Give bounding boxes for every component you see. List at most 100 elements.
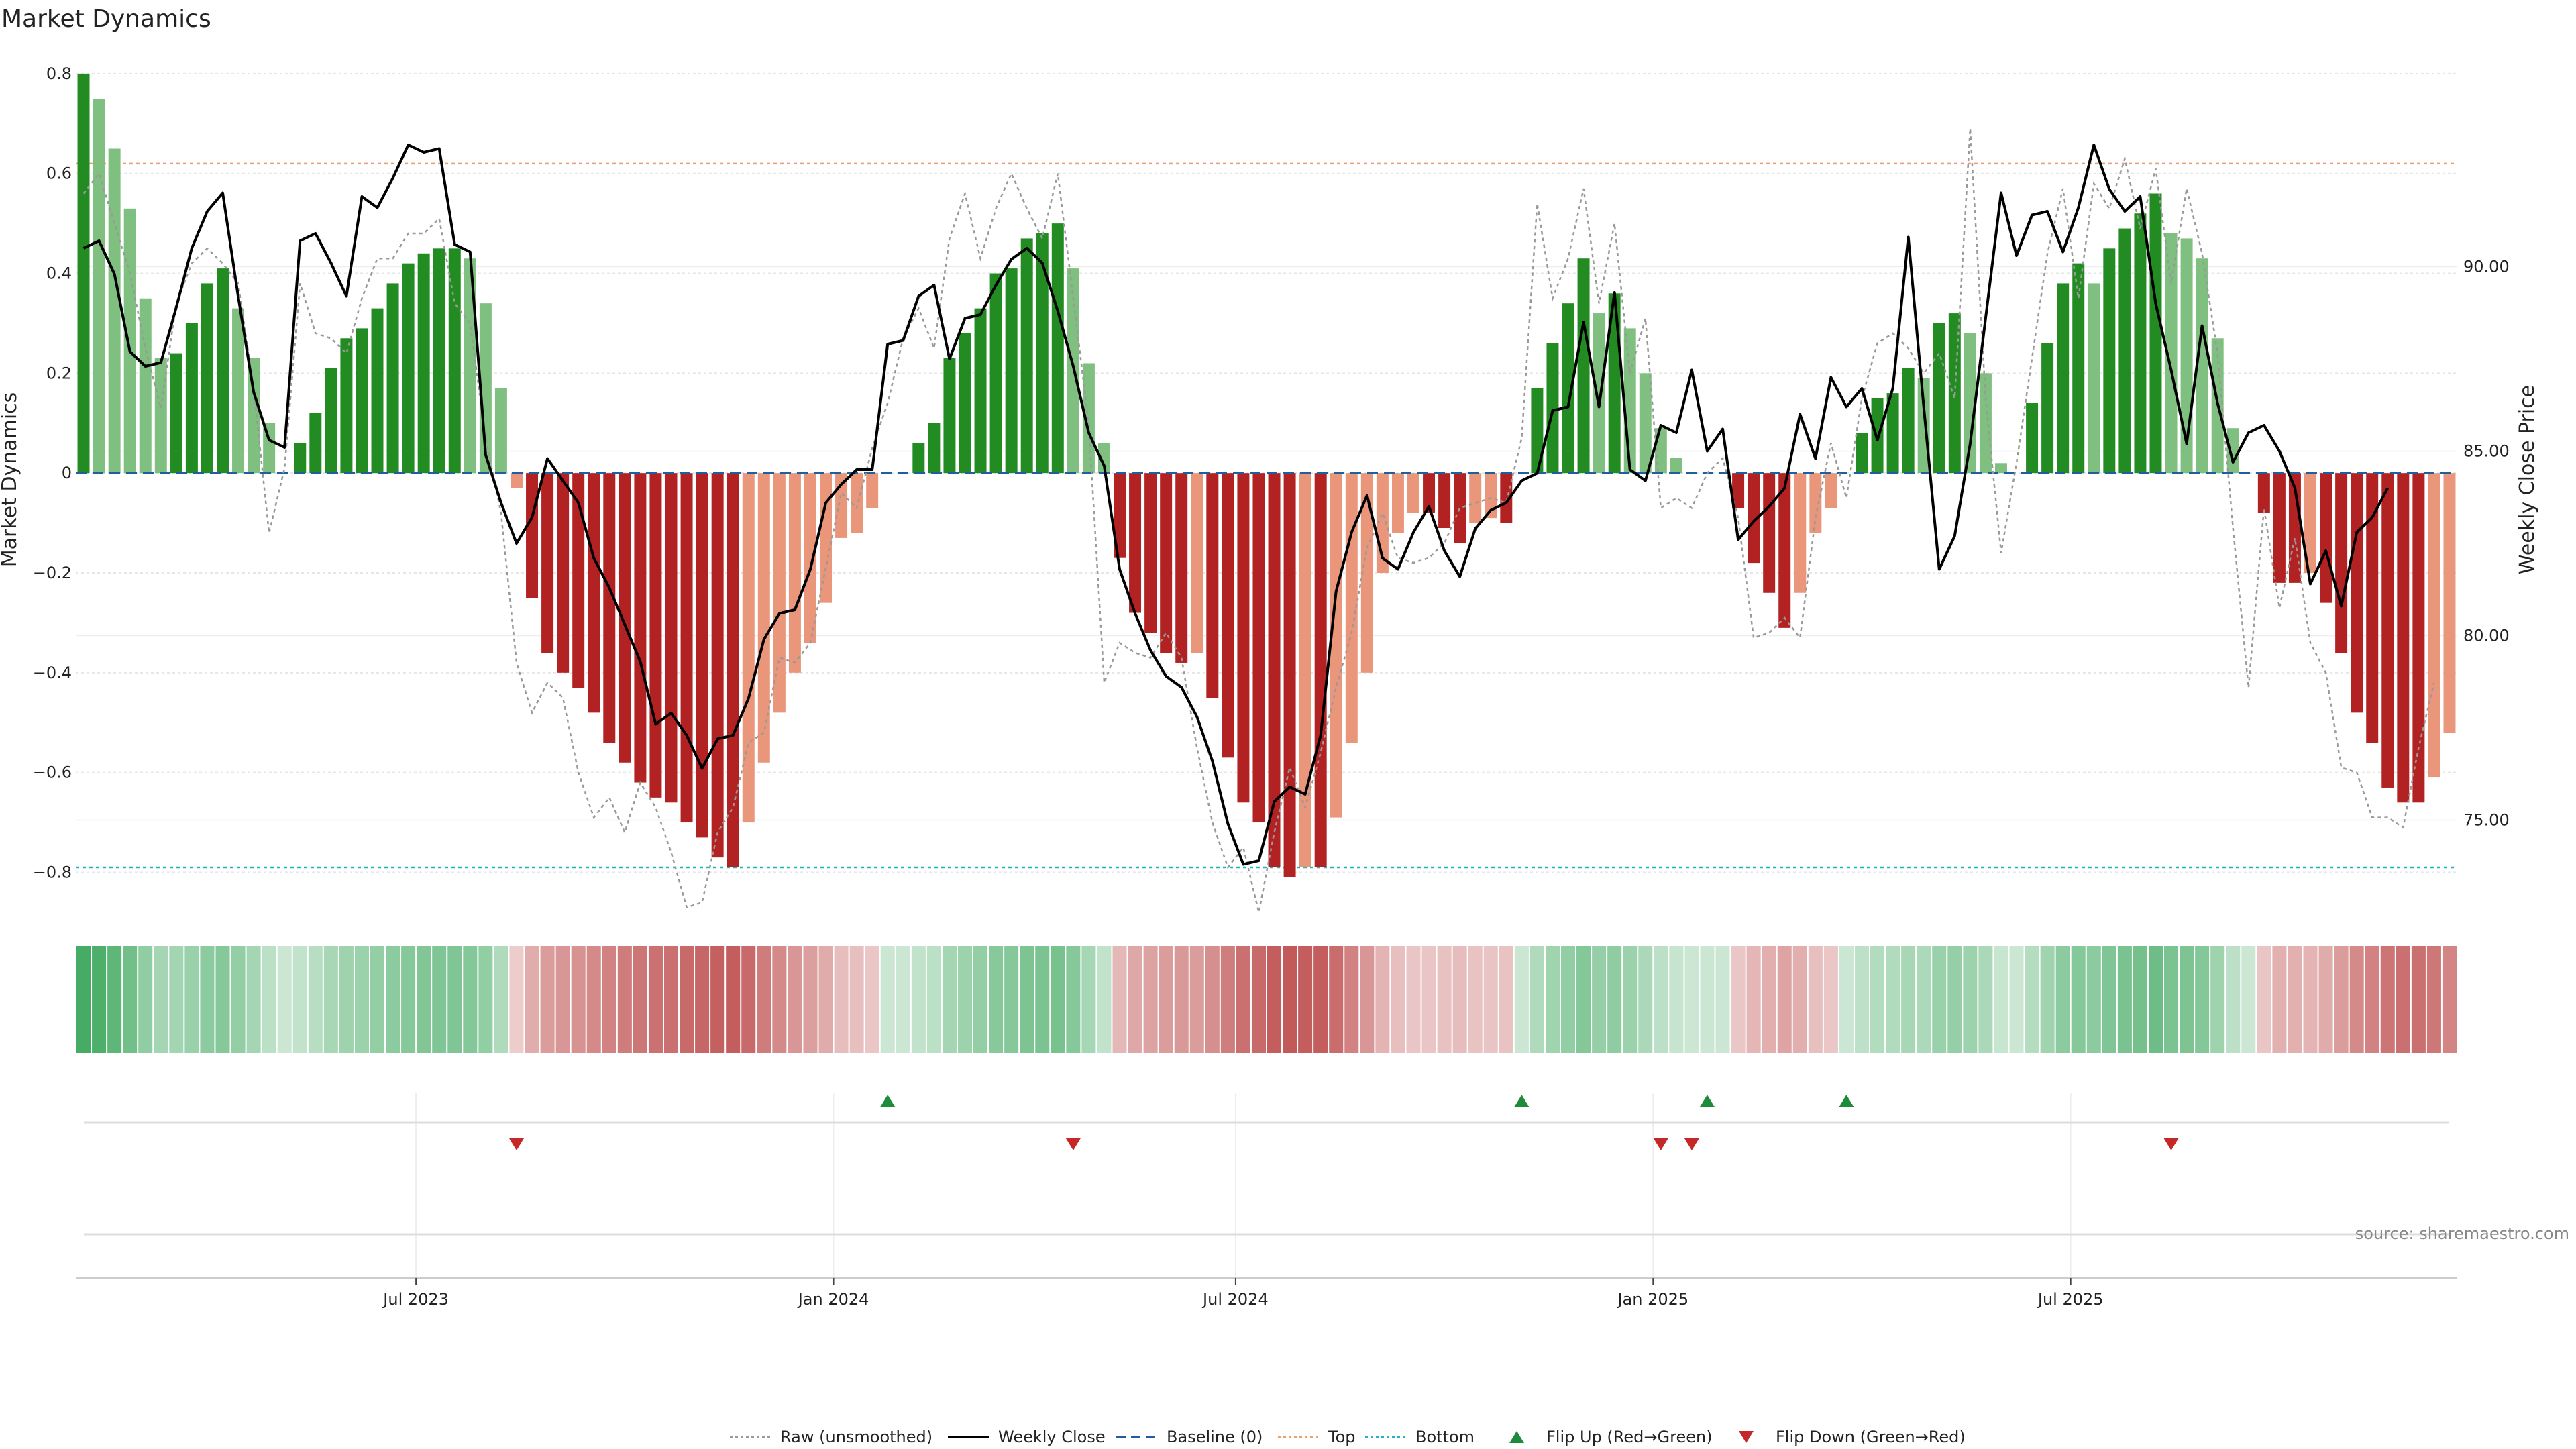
heat-cell [478,946,493,1053]
bar [526,473,539,598]
heat-cell [957,946,973,1053]
heat-cell [525,946,539,1053]
heat-cell [1607,946,1622,1053]
bar [2118,228,2131,474]
bar [2304,473,2316,573]
heat-cell [2257,946,2271,1053]
bar [232,308,245,474]
heat-cell [231,946,246,1053]
heat-cell [1638,946,1653,1053]
heat-cell [1560,946,1576,1053]
bar [1577,258,1590,474]
bar [1886,393,1899,474]
heat-cell [277,946,292,1053]
legend-label: Raw (unsmoothed) [780,1428,932,1446]
heat-cell [1128,946,1142,1053]
bar [1360,473,1373,673]
heat-cell [1886,946,1900,1053]
flip-down-marker [508,1138,524,1150]
heat-cell [1344,946,1359,1053]
heat-cell [1499,946,1513,1053]
heat-cell [865,946,879,1053]
bar [1856,433,1868,474]
heat-cell [1808,946,1823,1053]
legend-label: Flip Up (Red→Green) [1546,1428,1713,1446]
heat-cell [2071,946,2086,1053]
legend-flip-up-swatch [1509,1431,1524,1443]
bar [1097,443,1110,474]
heat-cell [184,946,199,1053]
bar [325,368,337,474]
bar [665,473,678,803]
heat-cell [1421,946,1436,1053]
bar [1809,473,1822,533]
left-axis-ticks: 0.8 0.6 0.4 0.2 0 −0.2 −0.4 −0.6 −0.8 [33,64,72,882]
heat-cell [1901,946,1916,1053]
bar [356,328,368,474]
bar [619,473,631,763]
heat-cell [1654,946,1668,1053]
bar [1330,473,1342,818]
heat-cell [772,946,787,1053]
bar [263,423,276,474]
bar [1469,473,1482,523]
bar [649,473,662,798]
heat-cell [1963,946,1978,1053]
heat-cell [911,946,926,1053]
weekly-close-line [83,144,2390,866]
bar [2088,283,2100,474]
x-axis: Jul 2023 Jan 2024 Jul 2024 Jan 2025 Jul 2025 [76,1277,2457,1309]
heat-cell [2380,946,2395,1053]
heat-cell [989,946,1004,1053]
heat-cell [663,946,679,1053]
bar [2165,233,2178,474]
bar [727,473,739,868]
heat-cell [617,946,632,1053]
heat-cell [2303,946,2318,1053]
heat-cell [169,946,184,1053]
bar [402,263,415,474]
bar [866,473,879,508]
heat-cell [1839,946,1854,1053]
flip-down-marker [1065,1138,1081,1150]
heat-cell [494,946,508,1053]
heat-cell [1205,946,1220,1053]
bar [2443,473,2456,733]
bar [788,473,801,673]
bar [1778,473,1791,628]
bar [2026,403,2039,474]
grid-lines [76,72,2457,1278]
bar [1114,473,1126,558]
bar [1902,368,1915,474]
heat-cell [1143,946,1158,1053]
heat-cell [2210,946,2225,1053]
right-tick-label: 90.00 [2463,258,2510,276]
heat-cell [741,946,756,1053]
heat-cell [586,946,601,1053]
bar [2381,473,2394,788]
heat-cell [1097,946,1112,1053]
heat-cell [1623,946,1638,1053]
bar [943,358,956,474]
bar [1546,343,1559,474]
heat-cell [138,946,153,1053]
right-tick-label: 75.00 [2463,811,2510,830]
heat-cell [1468,946,1483,1053]
heat-cell [2318,946,2333,1053]
bar [1732,473,1745,508]
heat-cell [2241,946,2256,1053]
bar [928,423,941,474]
bar [1562,303,1574,474]
bar [2257,473,2270,513]
heat-cell [1251,946,1266,1053]
flip-up-marker [1514,1095,1529,1107]
heat-cell [1035,946,1050,1053]
bar [2335,473,2348,653]
heat-cell [2442,946,2457,1053]
bar [572,473,585,688]
flip-up-marker [880,1095,896,1107]
bar [696,473,708,838]
bar [1593,313,1605,474]
bar [1639,373,1652,474]
heat-cell [803,946,818,1053]
